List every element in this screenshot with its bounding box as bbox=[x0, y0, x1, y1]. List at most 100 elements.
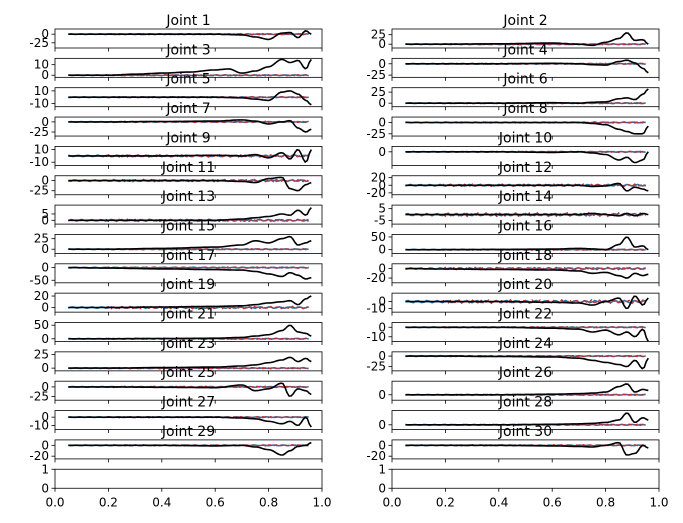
x-tick-label: 0.0 bbox=[45, 495, 64, 509]
panel-24: 0-25 Joint 24 bbox=[366, 336, 660, 375]
x-tick-label: 0.6 bbox=[543, 495, 562, 509]
panel-title: Joint 13 bbox=[161, 189, 215, 205]
series-black-line bbox=[68, 235, 312, 250]
panel-frame bbox=[54, 28, 323, 49]
panel-frame bbox=[391, 234, 660, 254]
series-black-line bbox=[68, 382, 312, 397]
y-tick-label: -25 bbox=[29, 125, 49, 139]
series-black-line bbox=[405, 121, 649, 135]
y-tick-label: 0 bbox=[41, 27, 49, 41]
panel-title: Joint 12 bbox=[498, 160, 552, 176]
panel-plot-area bbox=[68, 415, 312, 428]
y-tick-label: 10 bbox=[34, 143, 49, 157]
x-tick-label: 0.6 bbox=[206, 495, 225, 509]
series-red-dashed-line bbox=[442, 354, 646, 358]
panel-13: 50 Joint 13 bbox=[41, 189, 323, 228]
y-tick-label: 20 bbox=[34, 289, 49, 303]
panel-frame bbox=[391, 116, 660, 137]
panel-plot-area bbox=[405, 32, 649, 47]
y-tick-label: -10 bbox=[366, 302, 386, 316]
y-tick-label: 20 bbox=[371, 171, 386, 185]
y-tick-label: 0 bbox=[41, 332, 49, 346]
series-black-line bbox=[68, 324, 312, 340]
panel-5: 10-10 Joint 5 bbox=[29, 72, 323, 111]
panel-12: 200-20 Joint 12 bbox=[366, 160, 660, 200]
y-tick-label: 0 bbox=[378, 115, 386, 129]
panel-title: Joint 15 bbox=[161, 218, 215, 234]
panel-10: 0 Joint 10 bbox=[378, 130, 660, 169]
panel-plot-area bbox=[68, 266, 312, 280]
series-red-dashed-line bbox=[105, 366, 309, 370]
panel-title: Joint 2 bbox=[502, 13, 547, 29]
y-tick-label: -25 bbox=[29, 389, 49, 403]
y-tick-label: -25 bbox=[366, 127, 386, 141]
y-tick-label: 0 bbox=[378, 178, 386, 192]
y-tick-label: 0 bbox=[378, 295, 386, 309]
panel-plot-area bbox=[405, 59, 649, 74]
y-tick-label: 0 bbox=[378, 349, 386, 363]
y-tick-label: 0 bbox=[41, 261, 49, 275]
panel-6: 250 Joint 6 bbox=[371, 72, 660, 111]
y-tick-label: 0 bbox=[378, 243, 386, 257]
series-red-dashed-line bbox=[442, 325, 646, 329]
series-red-dashed-line bbox=[105, 266, 309, 269]
panel-plot-area bbox=[405, 383, 649, 397]
series-black-line bbox=[405, 59, 649, 74]
panel-plot-area bbox=[67, 295, 312, 310]
series-black-line bbox=[405, 295, 649, 310]
panel-plot-area bbox=[68, 30, 312, 41]
y-tick-label: 25 bbox=[371, 85, 386, 99]
panel-title: Joint 27 bbox=[161, 395, 215, 411]
y-tick-label: -50 bbox=[29, 273, 49, 287]
panel-plot-area bbox=[405, 325, 650, 342]
x-tick-label: 0.4 bbox=[152, 495, 171, 509]
panel-title: Joint 23 bbox=[161, 336, 215, 352]
panel-plot-area bbox=[405, 354, 649, 370]
y-tick-label: -20 bbox=[29, 449, 49, 463]
y-tick-label: 0 bbox=[378, 418, 386, 432]
panel-frame bbox=[391, 322, 660, 342]
panel-29: 0-20 Joint 29 bbox=[29, 424, 323, 463]
y-tick-label: 0 bbox=[378, 388, 386, 402]
x-tick-label: 0.8 bbox=[596, 495, 615, 509]
panel-frame bbox=[391, 351, 660, 372]
y-tick-label: 5 bbox=[41, 207, 49, 221]
series-black-line bbox=[405, 182, 649, 192]
series-black-line bbox=[68, 30, 312, 41]
panel-frame bbox=[391, 380, 660, 401]
y-tick-label: 0 bbox=[41, 115, 49, 129]
panel-frame bbox=[54, 175, 323, 196]
panel-frame bbox=[54, 204, 323, 225]
y-tick-label: 0 bbox=[378, 37, 386, 51]
series-red-dashed-line bbox=[442, 42, 646, 46]
panel-28: 0 Joint 28 bbox=[378, 395, 660, 434]
panel-plot-area bbox=[68, 382, 312, 397]
panel-title: Joint 25 bbox=[161, 365, 215, 381]
series-red-dashed-line bbox=[442, 266, 646, 271]
panel-frame bbox=[54, 87, 323, 108]
panel-title: Joint 7 bbox=[165, 101, 210, 117]
panel-frame bbox=[391, 204, 660, 225]
panel-30: 0-20 Joint 30 bbox=[366, 424, 660, 463]
series-black-line bbox=[68, 58, 312, 76]
panel-frame bbox=[54, 322, 323, 342]
series-black-line bbox=[68, 90, 312, 106]
panel-frame bbox=[391, 410, 660, 430]
series-black-line bbox=[405, 412, 649, 426]
panel-title: Joint 16 bbox=[498, 218, 552, 234]
series-black-line bbox=[405, 441, 649, 456]
panel-title: Joint 22 bbox=[498, 307, 552, 323]
y-tick-label: -25 bbox=[366, 360, 386, 374]
y-tick-label: 0 bbox=[41, 481, 49, 495]
panel-title: Joint 10 bbox=[498, 130, 552, 146]
panel-title: Joint 14 bbox=[498, 189, 552, 205]
y-tick-label: 10 bbox=[34, 58, 49, 72]
y-tick-label: 1 bbox=[378, 462, 386, 476]
panel-14: 5-5 Joint 14 bbox=[374, 189, 660, 228]
panel-title: Joint 5 bbox=[165, 72, 210, 88]
panel-plot-area bbox=[68, 176, 312, 192]
series-black-line bbox=[405, 151, 649, 164]
panel-15: 250 Joint 15 bbox=[34, 218, 323, 257]
series-black-line bbox=[405, 32, 649, 47]
